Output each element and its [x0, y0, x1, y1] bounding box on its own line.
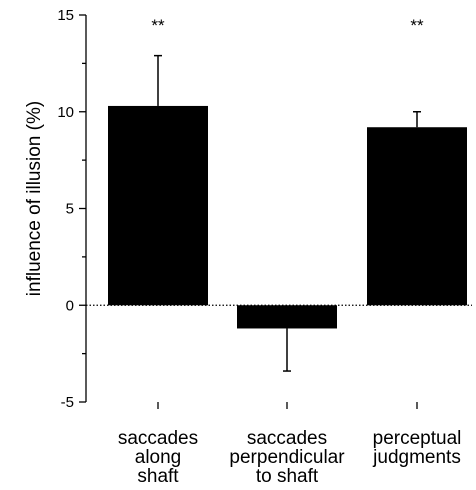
bar [108, 105, 208, 306]
category-labels: saccadesalongshaftsaccadesperpendiculart… [118, 428, 462, 487]
x-tick-label: to shaft [256, 466, 319, 487]
bar [367, 127, 467, 306]
x-tick-label: judgments [372, 447, 461, 468]
x-tick-label: shaft [137, 466, 179, 487]
bars-layer [108, 54, 467, 372]
bar [237, 305, 337, 329]
y-tick-label: 10 [57, 104, 74, 121]
y-axis: -5 0 5 10 15 [57, 7, 472, 411]
x-tick-label: perpendicular [229, 447, 345, 468]
y-tick-label: 15 [57, 7, 74, 24]
y-tick-label: 5 [66, 201, 74, 218]
y-axis-label: influence of illusion (%) [24, 101, 45, 296]
significance-marker: ** [410, 16, 424, 35]
x-tick-label: saccades [247, 428, 327, 449]
x-tick-label: perceptual [373, 428, 462, 449]
significance-markers: ** ** [151, 16, 424, 35]
significance-marker: ** [151, 16, 165, 35]
x-tick-label: along [135, 447, 182, 468]
y-tick-label: -5 [61, 394, 74, 411]
y-tick-label: 0 [66, 297, 74, 314]
x-tick-label: saccades [118, 428, 198, 449]
